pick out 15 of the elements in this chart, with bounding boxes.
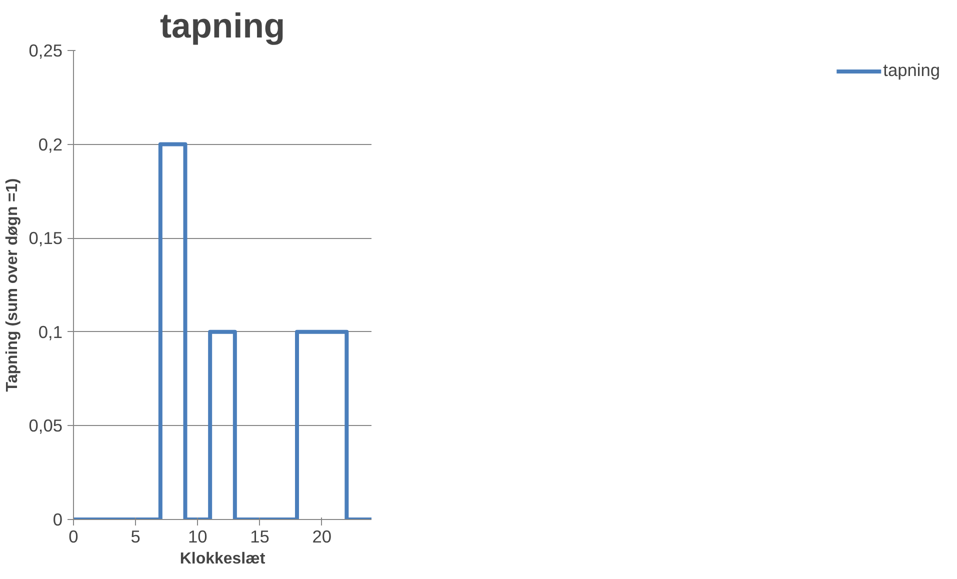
- x-axis-title: Klokkeslæt: [180, 550, 266, 568]
- x-tick-label: 15: [250, 526, 270, 546]
- y-tick-label: 0,05: [28, 416, 63, 436]
- x-tick-label: 5: [130, 526, 140, 546]
- y-tick-label: 0: [52, 510, 63, 530]
- legend-label: tapning: [883, 60, 940, 81]
- y-tick-label: 0,25: [28, 40, 63, 60]
- chart-title: tapning: [160, 8, 286, 46]
- x-tick-label: 10: [188, 526, 208, 546]
- y-tick-label: 0,15: [28, 228, 63, 248]
- y-axis-title: Tapning (sum over døgn =1): [4, 178, 21, 392]
- y-tick-label: 0,2: [38, 134, 63, 154]
- x-tick-label: 20: [312, 526, 332, 546]
- x-tick-label: 0: [68, 526, 78, 546]
- y-tick-label: 0,1: [38, 322, 63, 342]
